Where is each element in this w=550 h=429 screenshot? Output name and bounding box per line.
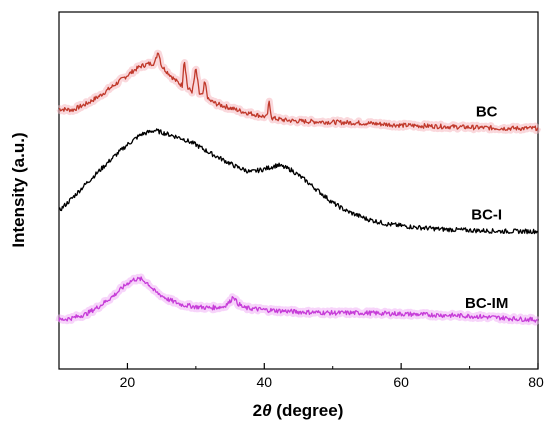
series-glow-bc <box>56 49 542 135</box>
x-axis-title-suffix: (degree) <box>272 401 344 420</box>
x-axis-title: 2θ (degree) <box>253 401 344 420</box>
x-axis-title-symbol: θ <box>262 401 272 420</box>
x-axis-title-prefix: 2 <box>253 401 262 420</box>
series-label-bc: BC <box>476 103 498 120</box>
series-line-bc-i <box>58 128 539 235</box>
y-axis-title: Intensity (a.u.) <box>9 132 28 247</box>
series-label-bc-i: BC-I <box>471 206 502 223</box>
x-tick-label: 80 <box>528 374 544 390</box>
series-line-bc-im <box>58 276 538 323</box>
x-tick-label: 20 <box>120 374 136 390</box>
series-labels: BC BC-I BC-IM <box>465 103 508 312</box>
plot-frame <box>58 11 539 370</box>
series-line-layer <box>58 52 539 323</box>
x-tick-label: 40 <box>256 374 272 390</box>
series-label-bc-im: BC-IM <box>465 295 508 312</box>
x-axis-ticks: 20 40 60 80 <box>120 363 544 390</box>
x-tick-label: 60 <box>393 374 409 390</box>
series-line-bc <box>58 52 539 132</box>
